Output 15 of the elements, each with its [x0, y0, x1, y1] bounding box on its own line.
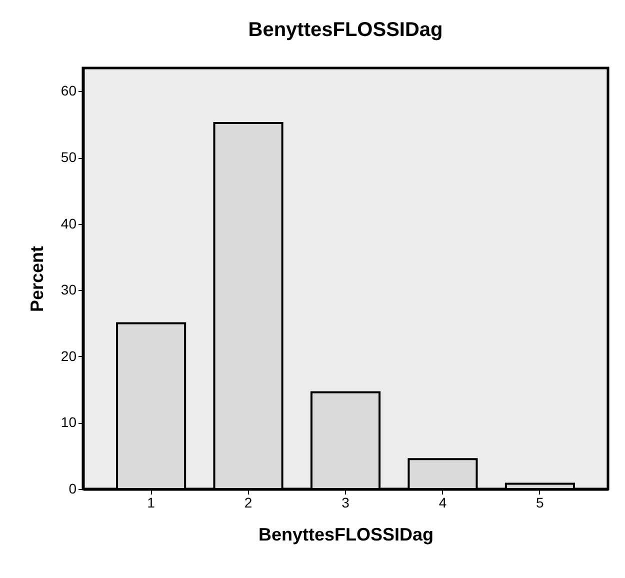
y-tick-label: 10: [60, 414, 77, 430]
y-tick-label: 0: [68, 480, 77, 496]
x-tick-label: 1: [147, 494, 156, 510]
y-tick-label: 60: [60, 82, 77, 99]
x-tick-label: 3: [342, 494, 350, 510]
chart-title: BenyttesFLOSSIDag: [248, 19, 443, 41]
x-tick-label: 4: [438, 494, 447, 510]
x-tick-label: 2: [244, 494, 252, 510]
y-axis-title: Percent: [26, 246, 47, 312]
y-tick-label: 30: [60, 282, 77, 298]
x-axis-title: BenyttesFLOSSIDag: [258, 524, 434, 544]
y-tick-label: 40: [60, 215, 77, 232]
y-tick-label: 20: [60, 348, 77, 364]
x-tick-label: 5: [536, 494, 544, 510]
y-tick-label: 50: [60, 149, 77, 166]
